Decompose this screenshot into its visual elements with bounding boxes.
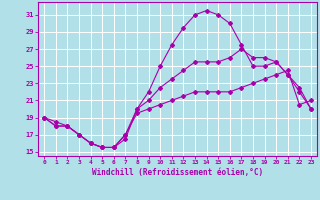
- X-axis label: Windchill (Refroidissement éolien,°C): Windchill (Refroidissement éolien,°C): [92, 168, 263, 177]
